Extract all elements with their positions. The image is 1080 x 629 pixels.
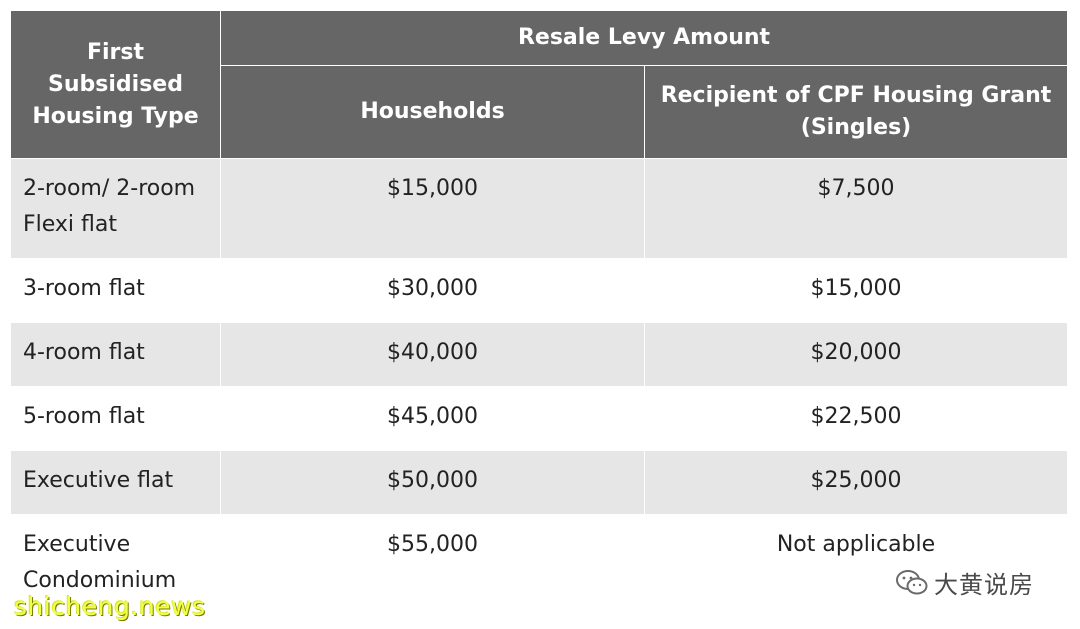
header-resale-levy-amount: Resale Levy Amount (219, 10, 1069, 66)
header-housing-type: First Subsidised Housing Type (10, 10, 221, 159)
site-watermark: shicheng.news (14, 592, 206, 621)
singles-levy-cell: Not applicable (643, 514, 1069, 616)
header-cpf-grant-singles: Recipient of CPF Housing Grant (Singles) (643, 65, 1069, 159)
households-levy-cell: $45,000 (220, 386, 645, 451)
wechat-account-name: 大黄说房 (934, 571, 1034, 599)
households-levy-cell: $40,000 (220, 322, 645, 387)
table-row: 2-room/ 2-room Flexi flat $15,000 $7,500 (10, 158, 1069, 259)
singles-levy-cell: $15,000 (643, 258, 1069, 323)
singles-levy-cell: $7,500 (643, 158, 1069, 259)
wechat-logo-icon (896, 569, 928, 594)
table-row: 4-room flat $40,000 $20,000 (10, 322, 1069, 387)
header-households: Households (220, 65, 645, 159)
table-row: Executive Condominium $55,000 Not applic… (10, 514, 1069, 616)
table-row: Executive flat $50,000 $25,000 (10, 450, 1069, 515)
housing-type-cell: 5-room flat (10, 386, 221, 451)
table-row: 3-room flat $30,000 $15,000 (10, 258, 1069, 323)
table-row: 5-room flat $45,000 $22,500 (10, 386, 1069, 451)
table-body: 2-room/ 2-room Flexi flat $15,000 $7,500… (10, 158, 1069, 616)
housing-type-cell: Executive flat (10, 450, 221, 515)
housing-type-cell: Executive Condominium (10, 514, 221, 616)
housing-type-cell: 2-room/ 2-room Flexi flat (10, 158, 221, 259)
singles-levy-cell: $20,000 (643, 322, 1069, 387)
households-levy-cell: $30,000 (220, 258, 645, 323)
housing-type-cell: 3-room flat (10, 258, 221, 323)
singles-levy-cell: $25,000 (643, 450, 1069, 515)
resale-levy-table: First Subsidised Housing Type Resale Lev… (10, 10, 1069, 616)
housing-type-cell: 4-room flat (10, 322, 221, 387)
households-levy-cell: $15,000 (220, 158, 645, 259)
table-header: First Subsidised Housing Type Resale Lev… (10, 10, 1069, 159)
singles-levy-cell: $22,500 (643, 386, 1069, 451)
households-levy-cell: $50,000 (220, 450, 645, 515)
wechat-watermark: 大黄说房 (896, 565, 1034, 600)
households-levy-cell: $55,000 (220, 514, 645, 616)
